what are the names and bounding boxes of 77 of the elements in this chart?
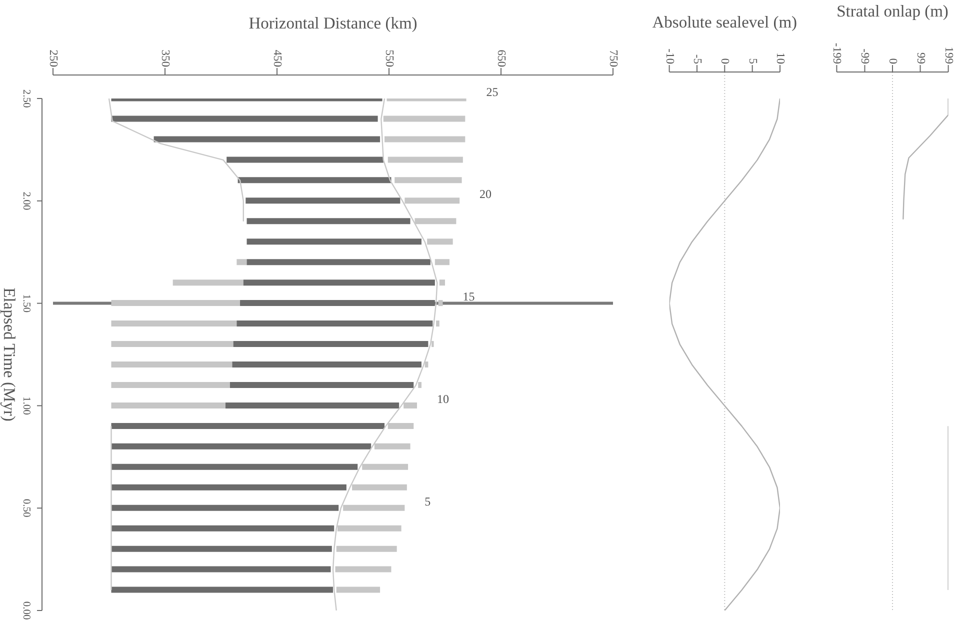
bar: [337, 525, 402, 532]
bar: [225, 402, 400, 408]
bar: [226, 156, 384, 163]
bar: [111, 300, 240, 306]
bar: [394, 177, 462, 184]
x-tick-label: 10: [774, 52, 786, 64]
bar: [111, 525, 334, 532]
x-tick-label: 0: [886, 58, 898, 64]
bar: [111, 422, 385, 429]
bar: [111, 566, 331, 572]
bar: [243, 280, 435, 286]
bar: [336, 586, 380, 593]
x-tick-label: 199: [942, 46, 954, 64]
annotation: 25: [486, 84, 498, 99]
annotation: 10: [437, 392, 449, 406]
bar: [418, 382, 422, 388]
bar: [111, 586, 333, 593]
bar: [335, 566, 392, 572]
annotation: 20: [480, 187, 492, 202]
bar: [232, 362, 422, 368]
x-tick-label: 0: [718, 58, 731, 64]
bar: [336, 546, 397, 552]
bar: [246, 238, 422, 245]
y-tick-label: 0.00: [20, 601, 32, 620]
x-tick-label: 350: [159, 50, 171, 68]
bar: [404, 402, 417, 408]
bar: [111, 546, 332, 552]
bar: [230, 382, 414, 388]
x-tick-label: 250: [47, 50, 59, 68]
x-tick-label: 5: [746, 58, 758, 64]
y-tick-label: 1.50: [20, 294, 32, 312]
bar: [240, 300, 435, 306]
bar: [246, 198, 400, 204]
bar: [388, 422, 414, 429]
bar: [111, 362, 232, 368]
y-tick-label: 2.00: [20, 192, 32, 210]
bar: [111, 116, 378, 122]
bar: [238, 177, 392, 184]
x-tick-label: -99: [858, 48, 871, 64]
bar: [111, 504, 339, 511]
bar: [172, 280, 244, 286]
bar: [236, 320, 433, 327]
bar: [154, 136, 380, 142]
x-tick-label: 650: [495, 50, 507, 68]
annotation: 5: [424, 494, 431, 508]
bar: [362, 464, 408, 470]
bar: [352, 484, 407, 490]
x-tick-label: 450: [271, 50, 283, 68]
annotation: 15: [462, 290, 475, 304]
bar: [233, 341, 428, 348]
bar: [111, 402, 226, 408]
x-tick-label: -10: [663, 48, 676, 64]
bar: [111, 382, 230, 388]
bar: [111, 484, 346, 490]
bar: [374, 443, 410, 450]
x-tick-label: 99: [914, 52, 926, 64]
bar: [343, 504, 405, 511]
x-axis-title: Horizontal Distance (km): [248, 14, 418, 33]
bar: [388, 156, 463, 163]
bar: [236, 259, 247, 266]
x-tick-label: 750: [607, 50, 619, 68]
bar: [246, 259, 430, 266]
x-tick-label: 550: [383, 50, 395, 68]
bar: [111, 464, 358, 470]
y-tick-label: 0.50: [20, 498, 32, 518]
x-axis-title: Stratal onlap (m): [836, 2, 948, 21]
x-tick-label: -199: [830, 42, 843, 64]
bar: [434, 259, 450, 266]
y-tick-label: 2.50: [20, 89, 32, 108]
bar: [111, 443, 372, 450]
bar: [111, 320, 237, 327]
y-tick-label: 1.00: [20, 396, 32, 415]
x-tick-label: -5: [690, 54, 703, 64]
bar: [111, 341, 234, 348]
y-axis-title: Elapsed Time (Myr): [0, 288, 20, 422]
bar: [246, 218, 410, 224]
x-axis-title: Absolute sealevel (m): [652, 12, 798, 32]
